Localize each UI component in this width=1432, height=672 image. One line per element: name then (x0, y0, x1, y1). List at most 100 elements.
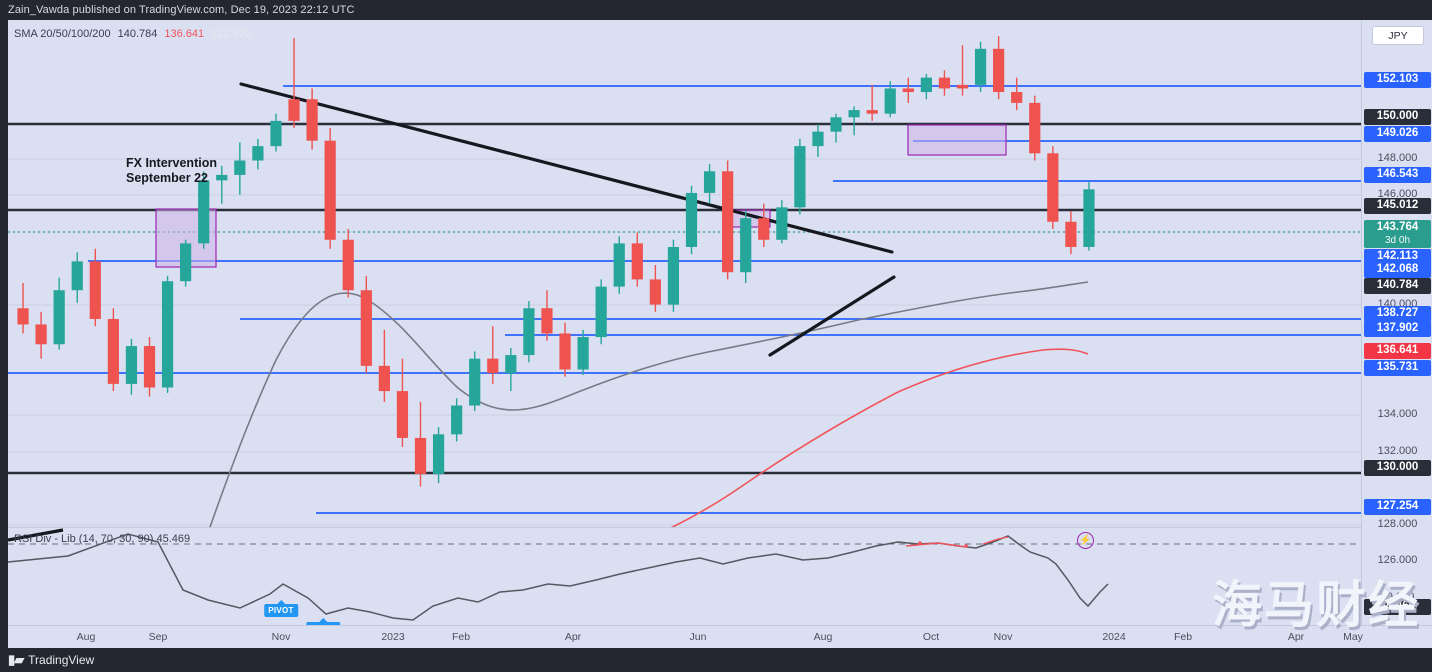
pivot-badge[interactable]: PIVOT (306, 618, 340, 625)
candle-body[interactable] (1047, 153, 1059, 222)
candle-body[interactable] (848, 110, 860, 118)
price-tag[interactable]: 140.784 (1364, 278, 1431, 294)
fx-intervention-annotation[interactable]: FX Intervention September 22 (126, 156, 217, 186)
divergence-marker (964, 544, 968, 548)
candle-body[interactable] (1011, 92, 1023, 103)
candle-body[interactable] (559, 333, 571, 370)
candle-body[interactable] (270, 120, 282, 147)
candle-body[interactable] (414, 437, 427, 474)
candle-body[interactable] (703, 171, 716, 193)
price-tag[interactable]: 143.764 3d 0h (1364, 220, 1431, 248)
price-tag[interactable]: 136.641 (1364, 343, 1431, 359)
candle-body[interactable] (595, 286, 607, 338)
price-tag[interactable]: 149.026 (1364, 126, 1431, 142)
price-axis[interactable]: JPY 148.000146.000144.000140.000134.0001… (1361, 20, 1432, 650)
candle-body[interactable] (649, 279, 661, 305)
sma-legend-name: SMA 20/50/100/200 (14, 27, 111, 40)
sma-legend[interactable]: SMA 20/50/100/200 140.784 136.641 122.52… (14, 26, 251, 41)
price-tag[interactable]: 150.000 (1364, 109, 1431, 125)
candle-body[interactable] (974, 48, 987, 85)
candle-body[interactable] (360, 290, 372, 366)
price-pane[interactable]: SMA 20/50/100/200 140.784 136.641 122.52… (8, 20, 1361, 528)
candle-body[interactable] (288, 99, 300, 121)
candle-body[interactable] (451, 405, 463, 435)
candle-body[interactable] (541, 308, 553, 334)
candle-body[interactable] (902, 88, 914, 93)
candle-body[interactable] (812, 131, 824, 147)
publisher-text: Zain_Vawda published on TradingView.com,… (8, 4, 355, 16)
candle-body[interactable] (740, 218, 752, 273)
candle-body[interactable] (938, 77, 951, 89)
time-axis[interactable]: Aug Sep Nov 2023 Feb Apr Jun Aug Oct Nov 2024 Feb Ap… (8, 625, 1432, 648)
candle-body[interactable] (17, 308, 29, 325)
candle-body[interactable] (577, 337, 589, 370)
candle-body[interactable] (469, 358, 481, 406)
candlestick-series (17, 36, 1095, 487)
candle-body[interactable] (252, 146, 264, 161)
chart-frame[interactable]: SMA 20/50/100/200 140.784 136.641 122.52… (8, 20, 1432, 650)
candle-body[interactable] (324, 140, 336, 240)
price-tag[interactable]: 127.254 (1364, 499, 1431, 515)
price-tag[interactable]: 138.727 (1364, 306, 1431, 322)
candle-body[interactable] (956, 84, 969, 89)
candle-body[interactable] (667, 246, 680, 305)
candle-body[interactable] (884, 88, 896, 114)
candle-body[interactable] (396, 391, 409, 438)
rsi-legend[interactable]: RSI Div - Lib (14, 70, 30, 90) 45.469 (14, 533, 190, 545)
candle-body[interactable] (776, 207, 788, 240)
candle-body[interactable] (143, 346, 156, 388)
candle-body[interactable] (180, 243, 192, 282)
axis-gridline-label: 146.000 (1377, 188, 1418, 200)
candle-body[interactable] (1065, 221, 1077, 247)
rsi-line (8, 533, 1109, 621)
price-tag[interactable]: 45.469 (1364, 599, 1431, 615)
candle-body[interactable] (722, 171, 734, 273)
candle-body[interactable] (216, 174, 228, 181)
price-tag[interactable]: 135.731 (1364, 360, 1431, 376)
candle-body[interactable] (1083, 189, 1095, 247)
candle-body[interactable] (487, 358, 499, 374)
axis-gridline-label: 132.000 (1377, 445, 1418, 457)
price-tag[interactable]: 152.103 (1364, 72, 1431, 88)
price-tag[interactable]: 142.068 (1364, 262, 1431, 278)
price-tag[interactable]: 137.902 (1364, 321, 1431, 337)
candle-body[interactable] (342, 239, 354, 291)
time-tick-label: Sep (148, 631, 168, 643)
candle-body[interactable] (89, 261, 101, 320)
pane-separator (8, 527, 1361, 528)
price-tag[interactable]: 130.000 (1364, 460, 1431, 476)
candle-body[interactable] (505, 355, 517, 374)
time-tick-label: Feb (451, 631, 471, 643)
candle-body[interactable] (198, 180, 210, 244)
candle-body[interactable] (758, 218, 770, 240)
price-tag[interactable]: 142.113 (1364, 249, 1431, 265)
candle-body[interactable] (35, 324, 47, 345)
candle-body[interactable] (866, 110, 878, 114)
candle-body[interactable] (1029, 102, 1041, 154)
price-tag[interactable]: 145.012 (1364, 198, 1431, 214)
candle-body[interactable] (234, 160, 246, 175)
rsi-pane[interactable]: RSI Div - Lib (14, 70, 30, 90) 45.469 ⚡ … (8, 528, 1361, 625)
candle-body[interactable] (107, 319, 119, 384)
candle-body[interactable] (432, 434, 445, 474)
candle-body[interactable] (685, 192, 698, 247)
candle-body[interactable] (920, 77, 932, 93)
candle-body[interactable] (794, 146, 806, 208)
candle-body[interactable] (631, 243, 643, 280)
candle-body[interactable] (306, 99, 318, 141)
currency-chip[interactable]: JPY (1372, 26, 1424, 45)
candle-body[interactable] (613, 243, 625, 287)
candle-body[interactable] (993, 48, 1005, 93)
candle-body[interactable] (125, 346, 138, 384)
candle-body[interactable] (71, 261, 83, 291)
candle-body[interactable] (523, 308, 535, 356)
candle-body[interactable] (161, 281, 174, 388)
price-tag[interactable]: 146.543 (1364, 167, 1431, 183)
candle-body[interactable] (53, 290, 65, 345)
candle-body[interactable] (830, 117, 842, 132)
fx-annotation-line1: FX Intervention (126, 156, 217, 170)
lightning-icon[interactable]: ⚡ (1077, 532, 1094, 549)
time-tick-label: Jun (689, 631, 707, 643)
candle-body[interactable] (378, 365, 390, 392)
pivot-badge[interactable]: PIVOT (264, 600, 298, 617)
